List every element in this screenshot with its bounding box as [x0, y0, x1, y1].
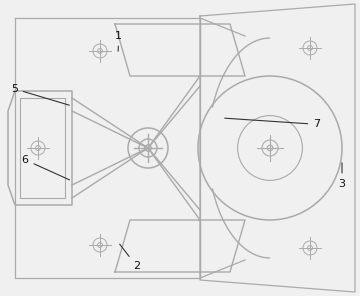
Text: 5: 5	[11, 84, 69, 105]
Text: 3: 3	[338, 163, 346, 189]
Text: 2: 2	[120, 244, 140, 271]
Text: 7: 7	[225, 118, 320, 129]
Text: 6: 6	[22, 155, 69, 180]
Text: 1: 1	[115, 30, 122, 51]
